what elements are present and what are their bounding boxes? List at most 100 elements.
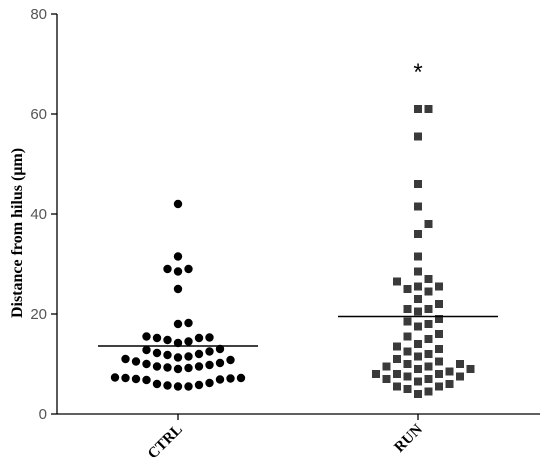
data-point-run — [403, 332, 412, 341]
data-point-ctrl — [226, 355, 235, 365]
data-point-run — [382, 375, 391, 383]
data-point-run — [445, 367, 454, 376]
data-point-ctrl — [110, 373, 120, 382]
data-point-ctrl — [173, 382, 183, 391]
data-point-ctrl — [194, 362, 204, 371]
data-point-run — [424, 350, 433, 358]
data-point-ctrl — [121, 354, 130, 364]
data-point-ctrl — [173, 353, 183, 362]
data-point-run — [445, 380, 454, 388]
data-point-ctrl — [173, 319, 183, 329]
data-point-run — [435, 382, 443, 391]
data-point-run — [424, 275, 433, 283]
data-point-run — [403, 347, 412, 356]
data-points — [110, 105, 475, 398]
data-point-run — [424, 105, 433, 113]
data-point-ctrl — [215, 375, 225, 384]
data-point-run — [424, 362, 433, 371]
data-point-ctrl — [121, 373, 130, 383]
data-point-run — [403, 285, 412, 293]
data-point-run — [393, 342, 401, 351]
data-point-ctrl — [226, 374, 235, 383]
data-point-ctrl — [215, 358, 225, 368]
data-point-run — [414, 202, 422, 211]
data-point-ctrl — [163, 381, 172, 390]
data-point-run — [393, 382, 401, 391]
data-point-run — [414, 295, 422, 303]
data-point-run — [435, 370, 443, 378]
data-point-ctrl — [152, 333, 162, 343]
data-point-run — [424, 320, 433, 328]
data-point-ctrl — [215, 344, 225, 354]
data-point-run — [414, 180, 422, 188]
data-point-run — [435, 315, 443, 323]
data-point-ctrl — [173, 284, 183, 294]
data-point-ctrl — [184, 264, 193, 274]
data-point-ctrl — [173, 199, 183, 209]
data-point-run — [414, 340, 422, 348]
data-point-run — [414, 132, 422, 141]
data-point-run — [414, 322, 422, 331]
data-point-ctrl — [142, 345, 151, 355]
data-point-ctrl — [131, 374, 141, 384]
data-point-run — [414, 282, 422, 291]
data-point-ctrl — [142, 359, 151, 369]
data-point-run — [382, 362, 391, 371]
data-point-run — [424, 220, 433, 228]
data-point-ctrl — [184, 363, 193, 373]
data-point-run — [466, 365, 475, 373]
data-point-ctrl — [131, 357, 141, 366]
data-point-run — [435, 282, 443, 291]
data-point-ctrl — [194, 333, 204, 343]
data-point-run — [414, 307, 422, 316]
data-point-run — [403, 317, 412, 326]
y-tick-label: 60 — [30, 106, 47, 123]
data-point-ctrl — [173, 252, 183, 261]
data-point-ctrl — [236, 373, 246, 383]
data-point-run — [414, 105, 422, 113]
data-point-run — [424, 287, 433, 296]
data-point-ctrl — [194, 349, 204, 359]
y-tick-label: 40 — [30, 206, 47, 223]
data-point-ctrl — [163, 335, 172, 345]
data-point-run — [424, 387, 433, 396]
data-point-run — [393, 277, 401, 286]
data-point-ctrl — [173, 267, 183, 276]
data-point-run — [424, 375, 433, 383]
data-point-ctrl — [184, 352, 193, 361]
data-point-run — [424, 305, 433, 313]
mean-lines — [98, 315, 498, 347]
y-tick-label: 80 — [30, 6, 47, 23]
data-point-run — [435, 357, 443, 366]
data-point-ctrl — [152, 348, 162, 358]
data-point-ctrl — [205, 378, 214, 388]
data-point-ctrl — [163, 264, 172, 274]
data-point-run — [424, 335, 433, 343]
data-point-ctrl — [205, 347, 214, 356]
significance-marker: * — [413, 59, 422, 86]
data-point-ctrl — [173, 338, 183, 348]
data-point-run — [393, 355, 401, 363]
data-point-run — [403, 305, 412, 313]
data-point-ctrl — [205, 333, 214, 342]
data-point-run — [414, 252, 422, 261]
data-point-run — [403, 360, 412, 368]
data-point-run — [403, 372, 412, 381]
data-point-run — [414, 365, 422, 373]
data-point-run — [403, 385, 412, 393]
y-tick-label: 0 — [39, 406, 47, 423]
y-axis: 0 20 40 60 80 — [30, 6, 58, 423]
data-point-ctrl — [163, 363, 172, 372]
annotations: * — [413, 59, 422, 86]
data-point-run — [435, 345, 443, 353]
y-axis-title: Distance from hilus (μm) — [9, 148, 26, 318]
data-point-ctrl — [184, 318, 193, 328]
x-axis: CTRL RUN — [57, 413, 540, 462]
data-point-ctrl — [184, 337, 193, 346]
data-point-ctrl — [152, 379, 162, 389]
x-category-label: RUN — [392, 421, 426, 455]
data-point-ctrl — [194, 380, 204, 390]
data-point-run — [414, 390, 422, 398]
data-point-ctrl — [142, 332, 151, 341]
